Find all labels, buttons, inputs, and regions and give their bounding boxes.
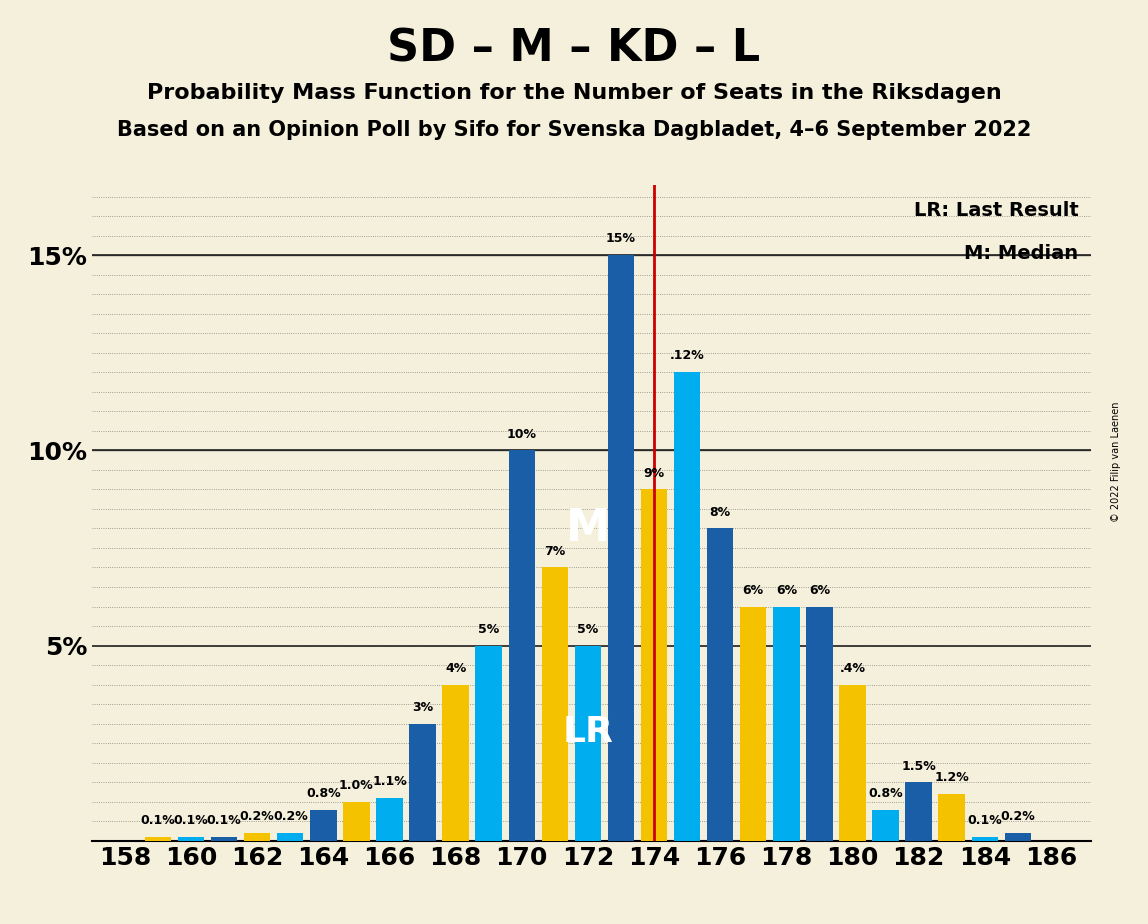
Text: .4%: .4%	[839, 662, 866, 675]
Text: 6%: 6%	[776, 584, 797, 597]
Bar	[773, 606, 799, 841]
Bar	[145, 837, 171, 841]
Text: Based on an Opinion Poll by Sifo for Svenska Dagbladet, 4–6 September 2022: Based on an Opinion Poll by Sifo for Sve…	[117, 120, 1031, 140]
Text: 1.2%: 1.2%	[934, 772, 969, 784]
Text: M: Median: M: Median	[964, 244, 1079, 262]
Text: 0.1%: 0.1%	[140, 814, 176, 827]
Text: 0.1%: 0.1%	[173, 814, 209, 827]
Text: 0.2%: 0.2%	[1000, 810, 1035, 823]
Text: 7%: 7%	[544, 545, 566, 558]
Text: 0.8%: 0.8%	[307, 787, 341, 800]
Bar	[377, 798, 403, 841]
Bar	[906, 783, 932, 841]
Text: Probability Mass Function for the Number of Seats in the Riksdagen: Probability Mass Function for the Number…	[147, 83, 1001, 103]
Bar	[806, 606, 832, 841]
Bar	[475, 646, 502, 841]
Text: 5%: 5%	[478, 623, 499, 636]
Bar	[310, 809, 336, 841]
Text: 1.5%: 1.5%	[901, 760, 936, 772]
Bar	[641, 490, 667, 841]
Bar	[674, 372, 700, 841]
Bar	[343, 802, 370, 841]
Text: LR: Last Result: LR: Last Result	[914, 201, 1079, 220]
Text: 6%: 6%	[809, 584, 830, 597]
Text: 4%: 4%	[445, 662, 466, 675]
Text: 0.2%: 0.2%	[240, 810, 274, 823]
Bar	[211, 837, 238, 841]
Text: 0.2%: 0.2%	[273, 810, 308, 823]
Text: 6%: 6%	[743, 584, 763, 597]
Bar	[509, 450, 535, 841]
Bar	[575, 646, 602, 841]
Text: 1.0%: 1.0%	[339, 779, 374, 792]
Bar	[178, 837, 204, 841]
Bar	[277, 833, 303, 841]
Bar	[410, 723, 436, 841]
Text: LR: LR	[563, 714, 613, 748]
Text: 1.1%: 1.1%	[372, 775, 406, 788]
Bar	[707, 529, 734, 841]
Bar	[1004, 833, 1031, 841]
Bar	[740, 606, 767, 841]
Bar	[971, 837, 998, 841]
Bar	[542, 567, 568, 841]
Text: 5%: 5%	[577, 623, 598, 636]
Text: 8%: 8%	[709, 505, 731, 518]
Text: © 2022 Filip van Laenen: © 2022 Filip van Laenen	[1111, 402, 1120, 522]
Text: 0.8%: 0.8%	[868, 787, 902, 800]
Text: 0.1%: 0.1%	[968, 814, 1002, 827]
Bar	[607, 255, 634, 841]
Bar	[442, 685, 468, 841]
Bar	[245, 833, 271, 841]
Text: 9%: 9%	[644, 467, 665, 480]
Text: 15%: 15%	[606, 232, 636, 246]
Bar	[839, 685, 866, 841]
Bar	[938, 794, 965, 841]
Text: SD – M – KD – L: SD – M – KD – L	[387, 28, 761, 71]
Text: 10%: 10%	[506, 428, 537, 441]
Text: 3%: 3%	[412, 701, 433, 714]
Text: .12%: .12%	[669, 349, 705, 362]
Text: 0.1%: 0.1%	[207, 814, 241, 827]
Bar	[872, 809, 899, 841]
Text: M: M	[566, 507, 610, 550]
